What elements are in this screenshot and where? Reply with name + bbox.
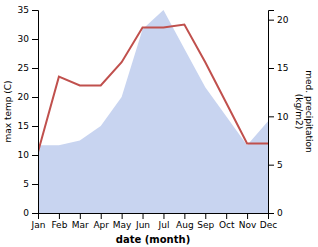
axis-line [32, 11, 39, 214]
tick: Dec [260, 213, 277, 230]
tick-mark [268, 68, 274, 69]
tick-mark [32, 184, 38, 185]
axis-line [269, 11, 275, 214]
tick-mark [205, 213, 206, 219]
tick-label: 15 [277, 63, 288, 73]
temp-line [38, 25, 268, 153]
tick-label: Nov [239, 220, 257, 230]
tick-mark [101, 213, 102, 219]
tick-label: Sep [197, 220, 214, 230]
tick-label: 10 [18, 150, 30, 160]
tick-label: 20 [18, 92, 30, 102]
y2-axis-title: med. precipitation(kg/m2) [294, 70, 314, 152]
tick-label: 35 [18, 5, 29, 15]
tick: 20 [18, 92, 38, 102]
tick: Apr [93, 213, 109, 230]
tick-mark [59, 213, 60, 219]
tick-mark [32, 39, 38, 40]
tick-label: Jan [31, 220, 46, 230]
tick-mark [268, 165, 274, 166]
x-axis-title: date (month) [116, 234, 190, 245]
tick-label: Apr [93, 220, 109, 230]
tick-mark [268, 116, 274, 117]
tick-label: 10 [277, 112, 289, 122]
tick: May [113, 213, 132, 230]
tick-label: Jun [135, 220, 150, 230]
tick-mark [80, 213, 81, 219]
y2-axis-title-line: med. precipitation [304, 70, 314, 152]
tick-mark [184, 213, 185, 219]
tick: 15 [268, 63, 288, 73]
tick: Jun [135, 213, 150, 230]
y2-axis-title-line: (kg/m2) [294, 94, 304, 129]
tick: 20 [268, 15, 289, 25]
tick-label: 15 [18, 121, 29, 131]
tick-label: Aug [176, 220, 194, 230]
tick: Nov [239, 213, 257, 230]
tick-label: Dec [260, 220, 277, 230]
tick-label: Oct [219, 220, 235, 230]
tick-mark [268, 20, 274, 21]
tick: Sep [197, 213, 214, 230]
tick-label: May [113, 220, 132, 230]
tick-mark [32, 213, 38, 214]
tick: 25 [18, 63, 38, 73]
tick-label: Jul [158, 220, 170, 230]
tick-mark [247, 213, 248, 219]
tick: 15 [18, 121, 38, 131]
precip-area [38, 10, 268, 213]
tick-mark [32, 68, 38, 69]
axis-line [39, 214, 269, 220]
tick: 10 [18, 150, 38, 160]
x-axis: Jan Feb Mar Apr MayJun Jul AugSep Oct NovDec [31, 213, 278, 230]
tick: 5 [268, 160, 283, 170]
y2-axis: 0 5 10 15 20 [268, 11, 289, 219]
tick-mark [32, 126, 38, 127]
tick-label: 5 [277, 160, 283, 170]
tick-mark [226, 213, 227, 219]
tick: 0 [23, 208, 38, 218]
tick-label: Feb [51, 220, 67, 230]
tick-label: 0 [23, 208, 29, 218]
chart: JanFebMarAprMayJunJulAugSepOctNovDec0510… [0, 0, 318, 247]
y-axis: 0 5 10 15 20 25 30 35 [18, 5, 39, 218]
tick: 35 [18, 5, 38, 15]
y-axis-title: max temp (C) [3, 80, 13, 142]
tick-mark [163, 213, 164, 219]
tick-label: 30 [18, 34, 30, 44]
tick-mark [32, 155, 38, 156]
tick: Mar [72, 213, 89, 230]
tick: Jan [31, 213, 46, 230]
tick-label: Mar [72, 220, 89, 230]
tick-label: 5 [23, 179, 29, 189]
tick-mark [32, 97, 38, 98]
tick-label: 25 [18, 63, 29, 73]
tick: 5 [23, 179, 38, 189]
tick-mark [122, 213, 123, 219]
tick: Oct [219, 213, 235, 230]
tick: 0 [268, 208, 283, 218]
tick: Aug [176, 213, 194, 230]
tick-mark [143, 213, 144, 219]
tick: 30 [18, 34, 38, 44]
tick-mark [268, 213, 274, 214]
tick: Feb [51, 213, 67, 230]
tick-mark [32, 10, 38, 11]
tick: 10 [268, 112, 289, 122]
tick-label: 20 [277, 15, 289, 25]
plot-area [38, 10, 268, 213]
tick: Jul [158, 213, 170, 230]
tick-label: 0 [277, 208, 283, 218]
